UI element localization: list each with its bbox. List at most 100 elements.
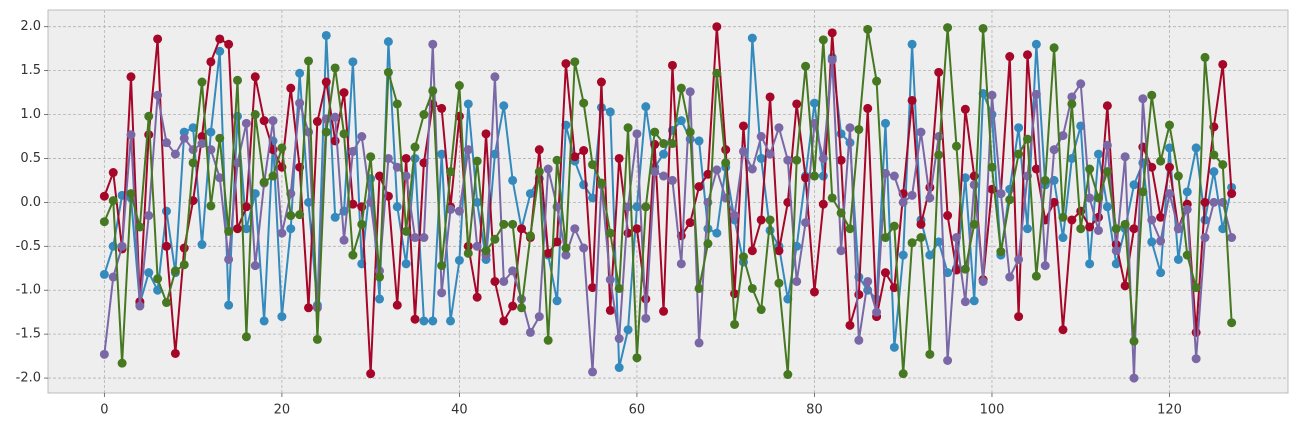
point (517, 224, 527, 234)
point (206, 57, 216, 67)
y-tick-label: -0.5 (16, 239, 41, 254)
point (1182, 187, 1192, 197)
point (375, 171, 385, 181)
point (747, 33, 757, 43)
point (197, 240, 207, 250)
point (250, 72, 260, 82)
point (1156, 156, 1166, 166)
point (117, 358, 127, 368)
point (1014, 149, 1024, 159)
point (561, 243, 571, 253)
point (907, 95, 917, 105)
point (330, 136, 340, 146)
point (525, 231, 535, 241)
point (596, 77, 606, 87)
point (348, 199, 358, 209)
point (685, 218, 695, 228)
point (1156, 236, 1166, 246)
point (286, 224, 296, 234)
point (1120, 219, 1130, 229)
point (241, 224, 251, 234)
point (99, 269, 109, 279)
point (197, 131, 207, 141)
point (863, 103, 873, 113)
point (153, 90, 163, 100)
point (614, 283, 624, 293)
point (339, 129, 349, 139)
point (188, 145, 198, 155)
point (721, 193, 731, 203)
point (987, 162, 997, 172)
point (845, 320, 855, 330)
point (206, 145, 216, 155)
point (978, 276, 988, 286)
point (295, 68, 305, 78)
point (960, 104, 970, 114)
point (224, 254, 234, 264)
point (330, 112, 340, 122)
point (135, 222, 145, 232)
point (747, 283, 757, 293)
point (286, 83, 296, 93)
point (738, 121, 748, 131)
point (304, 197, 314, 207)
point (224, 39, 234, 49)
point (1049, 145, 1059, 155)
point (1005, 52, 1015, 62)
point (614, 363, 624, 373)
point (295, 98, 305, 108)
point (472, 292, 482, 302)
point (241, 118, 251, 128)
point (721, 158, 731, 168)
point (641, 202, 651, 212)
point (375, 294, 385, 304)
point (428, 86, 438, 96)
point (756, 215, 766, 225)
point (224, 300, 234, 310)
point (659, 306, 669, 316)
point (1022, 224, 1032, 234)
point (366, 369, 376, 379)
point (366, 152, 376, 162)
point (1147, 237, 1157, 247)
point (179, 127, 189, 137)
point (233, 75, 243, 85)
point (1173, 254, 1183, 264)
point (437, 149, 447, 159)
point (99, 217, 109, 227)
point (215, 46, 225, 56)
point (339, 88, 349, 98)
point (481, 246, 491, 256)
point (969, 180, 979, 190)
point (872, 307, 882, 317)
point (889, 283, 899, 293)
point (774, 278, 784, 288)
point (552, 155, 562, 165)
point (880, 233, 890, 243)
point (117, 241, 127, 251)
point (1138, 187, 1148, 197)
point (144, 211, 154, 221)
point (845, 224, 855, 234)
point (632, 129, 642, 139)
point (1173, 224, 1183, 234)
point (632, 224, 642, 234)
point (854, 335, 864, 345)
point (907, 39, 917, 49)
point (1058, 131, 1068, 141)
point (1156, 212, 1166, 222)
point (1218, 59, 1228, 69)
point (170, 348, 180, 358)
point (801, 173, 811, 183)
point (241, 332, 251, 342)
point (1165, 120, 1175, 130)
point (330, 212, 340, 222)
point (446, 167, 456, 177)
point (836, 246, 846, 256)
point (943, 268, 953, 278)
point (765, 92, 775, 102)
data-layer (99, 22, 1237, 383)
point (1031, 39, 1041, 49)
point (561, 250, 571, 260)
point (375, 272, 385, 282)
